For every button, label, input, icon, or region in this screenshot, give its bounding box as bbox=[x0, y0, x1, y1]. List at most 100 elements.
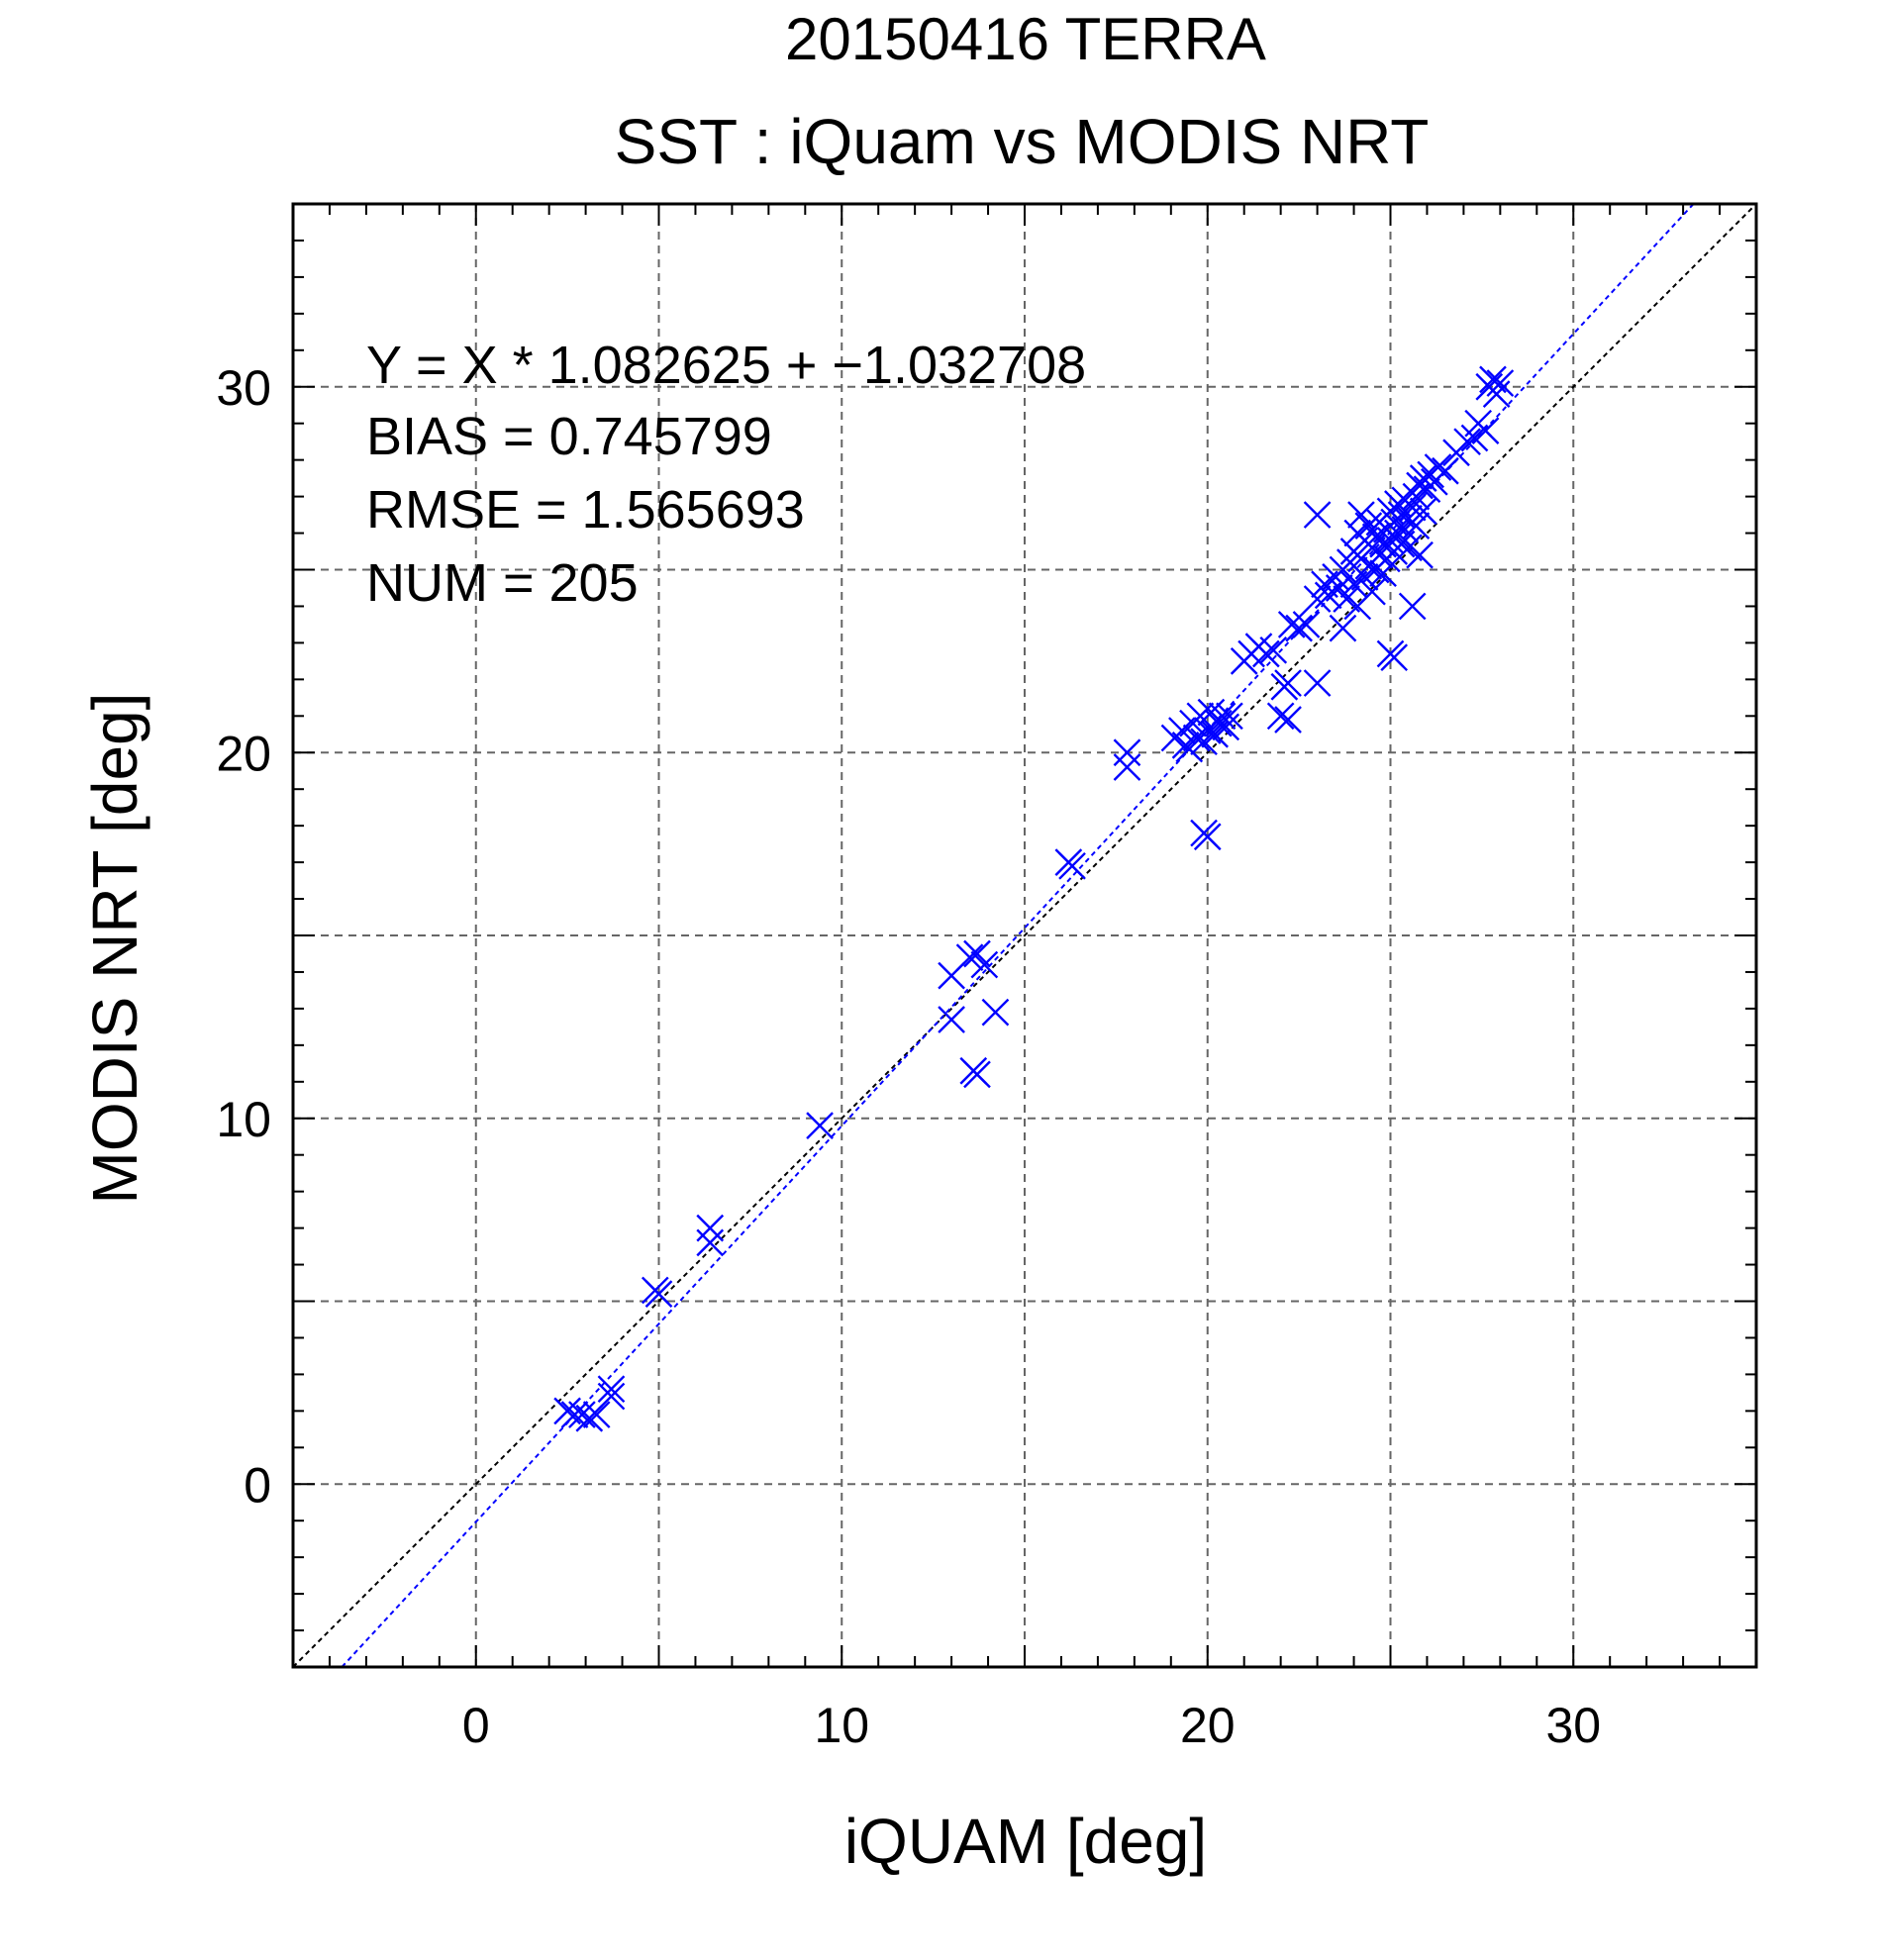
data-point-stroke-b bbox=[1208, 702, 1237, 731]
data-point bbox=[696, 1228, 725, 1257]
data-point bbox=[1406, 540, 1434, 569]
data-point bbox=[1208, 702, 1237, 731]
data-point-stroke-b bbox=[1266, 702, 1295, 731]
data-point bbox=[1277, 611, 1306, 638]
data-point bbox=[1380, 643, 1409, 672]
x-tick-label: 30 bbox=[1545, 1698, 1601, 1753]
data-point bbox=[1292, 611, 1321, 638]
data-point-stroke-b bbox=[696, 1214, 725, 1242]
y-tick-labels: 0 10 20 30 bbox=[216, 360, 271, 1514]
data-point-stroke-b bbox=[955, 943, 984, 972]
num-text: NUM = 205 bbox=[366, 553, 639, 613]
data-point-stroke-b bbox=[1432, 456, 1459, 485]
data-point-stroke-b bbox=[1398, 493, 1427, 522]
data-point-stroke-b bbox=[1409, 464, 1437, 492]
plot-frame bbox=[291, 202, 1758, 1669]
data-point-stroke-b bbox=[1402, 512, 1431, 540]
data-point-stroke-b bbox=[582, 1401, 611, 1428]
data-point bbox=[582, 1401, 611, 1428]
data-point-stroke-b bbox=[1409, 497, 1437, 526]
data-point-stroke-b bbox=[938, 1006, 965, 1033]
x-tick-label: 10 bbox=[814, 1698, 869, 1753]
data-point-stroke-b bbox=[963, 939, 991, 968]
data-point-stroke-b bbox=[1303, 669, 1332, 697]
data-point bbox=[981, 998, 1010, 1027]
x-tick-label: 0 bbox=[462, 1698, 490, 1753]
data-point bbox=[1486, 369, 1515, 397]
data-point bbox=[1259, 636, 1288, 664]
data-point bbox=[1398, 493, 1427, 522]
data-point-stroke-b bbox=[1395, 534, 1423, 562]
data-point-stroke-b bbox=[1058, 851, 1086, 880]
data-point-stroke-b bbox=[1303, 585, 1332, 613]
data-points bbox=[553, 365, 1515, 1432]
data-point-stroke-b bbox=[1292, 611, 1321, 638]
data-point-stroke-b bbox=[1384, 490, 1412, 518]
data-point bbox=[963, 1060, 991, 1089]
data-point bbox=[1193, 823, 1222, 851]
data-point bbox=[597, 1382, 626, 1411]
data-point-stroke-b bbox=[1471, 417, 1500, 444]
data-point bbox=[1453, 428, 1481, 456]
data-point bbox=[1303, 585, 1332, 613]
data-point-stroke-b bbox=[1259, 636, 1288, 664]
data-point bbox=[1113, 753, 1141, 781]
data-point bbox=[938, 1006, 965, 1033]
data-point-stroke-b bbox=[806, 1112, 834, 1139]
data-point-stroke-b bbox=[963, 1060, 991, 1089]
data-point-stroke-b bbox=[1329, 614, 1357, 642]
data-point bbox=[1398, 592, 1427, 621]
data-point-stroke-b bbox=[1479, 365, 1507, 394]
data-point bbox=[1252, 639, 1280, 668]
y-tick-label: 10 bbox=[216, 1092, 271, 1147]
y-tick-label: 30 bbox=[216, 360, 271, 416]
data-point bbox=[1432, 456, 1459, 485]
data-point bbox=[970, 950, 999, 979]
rmse-text: RMSE = 1.565693 bbox=[366, 480, 805, 539]
data-point bbox=[955, 943, 984, 972]
data-point bbox=[575, 1404, 604, 1432]
data-point bbox=[1303, 501, 1332, 529]
x-tick-labels: 0 10 20 30 bbox=[462, 1698, 1601, 1753]
data-point-stroke-b bbox=[981, 998, 1010, 1027]
data-point-stroke-b bbox=[1285, 614, 1313, 642]
data-point-stroke-b bbox=[1424, 453, 1452, 481]
data-point bbox=[1482, 380, 1511, 408]
data-point-stroke-b bbox=[644, 1280, 673, 1308]
data-point-stroke-b bbox=[1486, 369, 1515, 397]
data-point-stroke-b bbox=[1193, 823, 1222, 851]
data-point bbox=[644, 1280, 673, 1308]
identity-line bbox=[292, 203, 1757, 1668]
data-point-stroke-b bbox=[575, 1404, 604, 1432]
data-point-stroke-b bbox=[1333, 585, 1361, 613]
data-point bbox=[1216, 702, 1243, 731]
data-point-stroke-b bbox=[1398, 592, 1427, 621]
data-point bbox=[1274, 706, 1302, 734]
data-point-stroke-b bbox=[560, 1401, 589, 1428]
data-point-stroke-b bbox=[1347, 501, 1375, 529]
regression-equation: Y = X * 1.082625 + −1.032708 bbox=[366, 336, 1086, 395]
data-point bbox=[1266, 702, 1295, 731]
y-axis-label: MODIS NRT [deg] bbox=[79, 693, 150, 1205]
chart-title: SST : iQuam vs MODIS NRT bbox=[615, 106, 1430, 177]
x-axis-label: iQUAM [deg] bbox=[844, 1806, 1207, 1877]
data-point bbox=[1384, 519, 1412, 547]
data-point-stroke-b bbox=[1384, 519, 1412, 547]
data-point-stroke-b bbox=[1277, 611, 1306, 638]
data-point bbox=[597, 1375, 626, 1404]
data-point-stroke-b bbox=[1113, 738, 1141, 767]
data-point bbox=[1424, 453, 1452, 481]
data-point-stroke-b bbox=[1274, 669, 1302, 697]
data-point-stroke-b bbox=[1274, 706, 1302, 734]
data-point-stroke-b bbox=[553, 1397, 581, 1425]
data-point bbox=[568, 1401, 596, 1428]
data-point-stroke-b bbox=[1358, 577, 1386, 606]
data-point bbox=[1303, 669, 1332, 697]
data-point bbox=[1274, 669, 1302, 697]
data-point-stroke-b bbox=[696, 1228, 725, 1257]
data-point-stroke-b bbox=[1406, 540, 1434, 569]
data-point-stroke-b bbox=[1252, 639, 1280, 668]
data-point bbox=[1285, 614, 1313, 642]
